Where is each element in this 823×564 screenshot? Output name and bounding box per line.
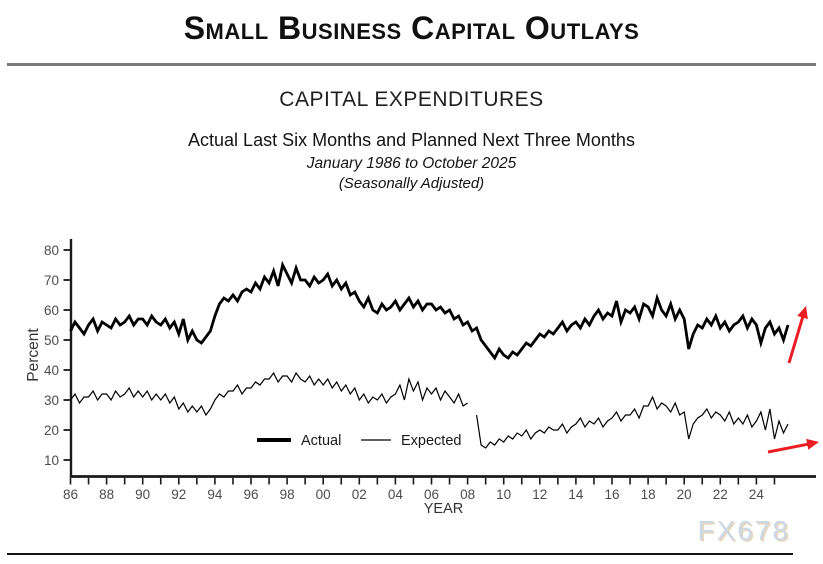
legend-actual-label: Actual	[301, 433, 341, 449]
y-axis-title: Percent	[25, 328, 42, 382]
x-tick-label: 14	[568, 487, 584, 502]
y-tick-label: 40	[44, 363, 59, 378]
x-tick-label: 22	[713, 487, 728, 502]
series-line-actual	[69, 260, 790, 361]
x-tick-label: 24	[749, 487, 765, 502]
x-tick-label: 10	[496, 487, 511, 502]
x-tick-label: 94	[207, 487, 223, 502]
y-tick-label: 50	[44, 333, 59, 348]
y-tick-label: 80	[44, 243, 59, 258]
x-tick-label: 88	[99, 487, 114, 502]
y-tick-label: 20	[44, 423, 59, 438]
chart-date-range: January 1986 to October 2025	[306, 155, 517, 172]
x-tick-label: 90	[135, 487, 150, 502]
expected-trend-arrow-shaft	[767, 442, 810, 454]
page-title: Small Business Capital Outlays	[183, 10, 640, 46]
title-divider	[7, 63, 816, 66]
y-tick-label: 10	[44, 453, 59, 468]
chart-title: CAPITAL EXPENDITURES	[279, 88, 544, 111]
x-tick-label: 06	[424, 487, 439, 502]
bottom-divider	[7, 553, 793, 556]
y-tick-label: 70	[44, 273, 59, 288]
x-tick-label: 08	[460, 487, 475, 502]
x-tick-label: 86	[63, 487, 78, 502]
y-tick-label: 30	[44, 393, 59, 408]
x-tick-label: 92	[171, 487, 186, 502]
watermark: FX678	[697, 515, 790, 546]
x-tick-label: 18	[641, 487, 656, 502]
x-tick-label: 04	[388, 487, 404, 502]
x-tick-label: 20	[677, 487, 692, 502]
legend-expected-label: Expected	[401, 433, 461, 449]
chart-subtitle: Actual Last Six Months and Planned Next …	[188, 130, 635, 150]
series-line-expected	[476, 395, 789, 449]
x-axis-title: YEAR	[424, 501, 464, 517]
expected-trend-arrow-head	[806, 438, 819, 450]
x-tick-label: 16	[604, 487, 619, 502]
x-tick-label: 00	[316, 487, 331, 502]
actual-trend-arrow-head	[797, 306, 808, 320]
y-tick-label: 60	[44, 303, 59, 318]
series-line-expected	[70, 371, 468, 417]
x-tick-label: 12	[532, 487, 547, 502]
actual-trend-arrow-shaft	[787, 315, 805, 364]
x-tick-label: 02	[352, 487, 367, 502]
x-tick-label: 96	[243, 487, 258, 502]
chart-adjustment-note: (Seasonally Adjusted)	[338, 175, 485, 192]
x-tick-label: 98	[280, 487, 295, 502]
